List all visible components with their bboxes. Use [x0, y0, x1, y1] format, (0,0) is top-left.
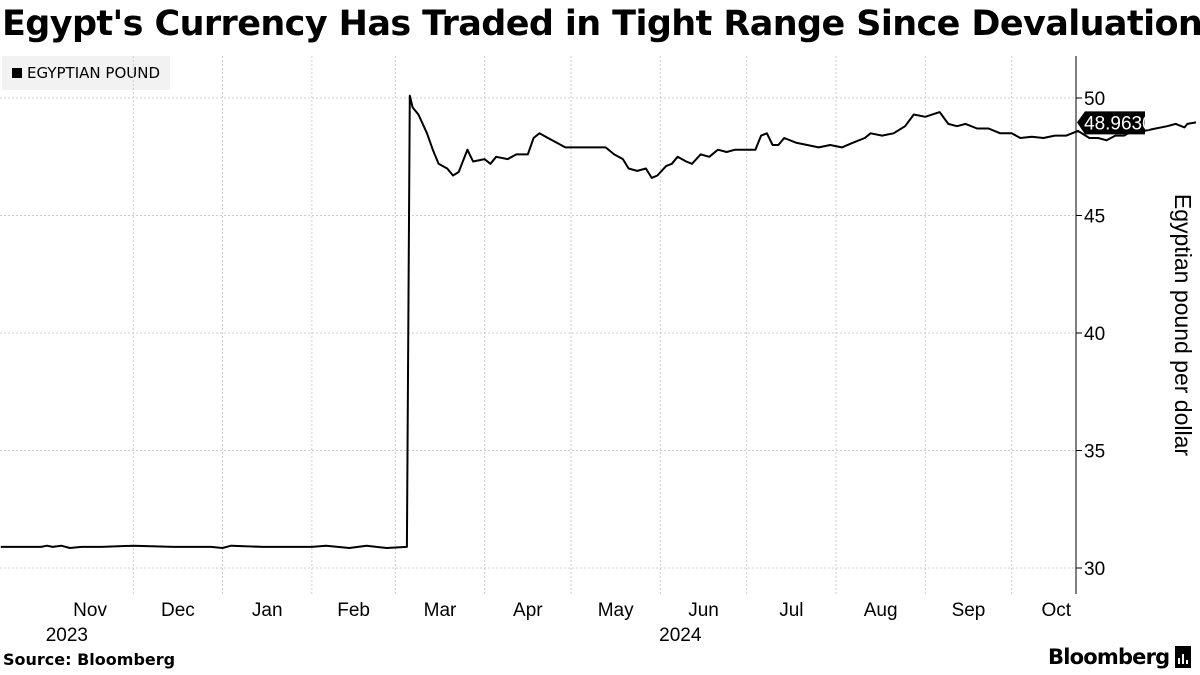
axes	[1075, 56, 1082, 594]
brand-logo: Bloomberg	[1048, 645, 1192, 669]
grid-lines	[0, 56, 1076, 594]
y-tick-label: 50	[1084, 89, 1105, 110]
last-value-label-background	[1077, 111, 1145, 135]
chart-title: Egypt's Currency Has Traded in Tight Ran…	[2, 4, 1200, 44]
labels: 30 35 40 45 50 Nov Dec Jan Feb Mar Apr May Jun Jul Aug…	[46, 89, 1196, 646]
x-tick-label: Jul	[779, 600, 803, 621]
x-tick-label: Jun	[688, 600, 719, 621]
x-tick-label: Mar	[424, 600, 457, 621]
y-axis-title: Egyptian pound per dollar	[1170, 194, 1196, 456]
legend-label: EGYPTIAN POUND	[27, 64, 161, 82]
brand-bars-icon	[1175, 646, 1192, 668]
x-tick-label: Sep	[952, 600, 986, 621]
legend-swatch	[12, 68, 22, 78]
year-label: 2023	[46, 625, 88, 646]
y-tick-label: 40	[1084, 324, 1105, 345]
x-tick-label: Feb	[337, 600, 370, 621]
series-line-egyptian-pound	[0, 94, 1197, 549]
x-tick-label: Oct	[1042, 600, 1072, 621]
x-tick-label: Dec	[161, 600, 195, 621]
x-tick-label: May	[598, 600, 634, 621]
year-label: 2024	[659, 625, 702, 646]
y-tick-label: 45	[1084, 207, 1105, 228]
x-tick-label: Jan	[252, 600, 283, 621]
x-tick-label: Aug	[864, 600, 898, 621]
y-tick-label: 35	[1084, 442, 1105, 463]
x-tick-label: Apr	[513, 600, 543, 621]
source-note: Source: Bloomberg	[3, 650, 176, 669]
brand-wordmark: Bloomberg	[1048, 645, 1170, 669]
legend: EGYPTIAN POUND	[2, 56, 171, 90]
last-value-label: 48.9630	[1084, 113, 1153, 134]
x-tick-label: Nov	[73, 600, 107, 621]
series-layer	[0, 94, 1197, 549]
y-tick-label: 30	[1084, 559, 1105, 580]
